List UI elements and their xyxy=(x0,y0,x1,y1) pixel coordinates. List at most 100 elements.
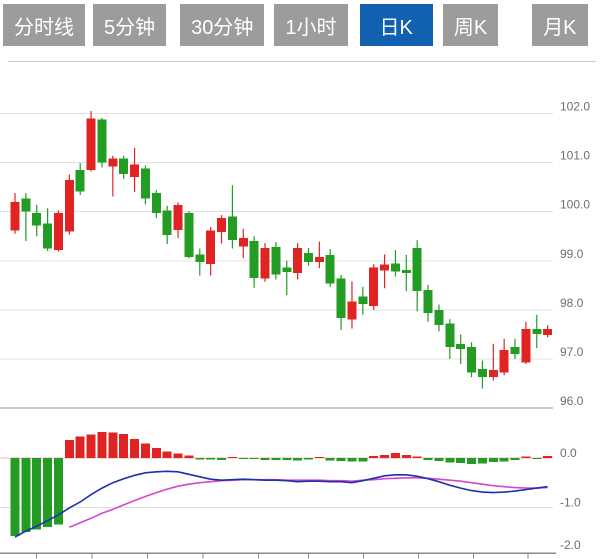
tab-daily-k[interactable]: 日K xyxy=(359,4,433,46)
tab-5min[interactable]: 5分钟 xyxy=(93,4,167,46)
candlestick xyxy=(282,267,292,273)
macd-histogram-bar xyxy=(184,455,194,458)
macd-histogram-bar xyxy=(314,456,324,458)
macd-axis-label: 0.0 xyxy=(560,446,577,460)
macd-histogram-bar xyxy=(380,455,390,458)
candlestick xyxy=(510,347,520,355)
macd-histogram-bar xyxy=(86,434,96,458)
macd-histogram-bar xyxy=(303,458,313,460)
macd-histogram-bar xyxy=(21,458,31,533)
candlestick xyxy=(64,179,74,232)
macd-histogram-bar xyxy=(510,458,520,460)
macd-histogram-bar xyxy=(53,458,63,525)
candlestick xyxy=(162,210,172,235)
macd-histogram-bar xyxy=(260,458,270,460)
macd-histogram-bar xyxy=(195,458,205,460)
candlestick xyxy=(108,158,118,167)
macd-histogram-bar xyxy=(140,443,150,458)
macd-histogram-bar xyxy=(173,453,183,458)
candlestick xyxy=(151,193,161,214)
macd-histogram-bar xyxy=(227,456,237,458)
macd-histogram-bar xyxy=(43,458,53,528)
macd-histogram-bar xyxy=(499,458,509,462)
macd-histogram-bar xyxy=(401,455,411,458)
candlestick xyxy=(43,223,53,249)
candlestick xyxy=(21,198,31,212)
macd-histogram-bar xyxy=(206,458,216,460)
macd-histogram-bar xyxy=(477,458,487,464)
candlestick xyxy=(445,323,455,348)
candlestick xyxy=(467,347,477,373)
tab-30min[interactable]: 30分钟 xyxy=(180,4,265,46)
candlestick xyxy=(521,329,531,363)
candlestick xyxy=(206,230,216,265)
macd-histogram-bar xyxy=(271,458,281,460)
candlestick xyxy=(217,218,227,232)
macd-histogram-bar xyxy=(282,458,292,460)
macd-histogram-bar xyxy=(521,456,531,458)
candlestick xyxy=(53,213,63,250)
macd-histogram-bar xyxy=(75,436,85,458)
macd-histogram-bar xyxy=(347,458,357,462)
macd-histogram-bar xyxy=(162,451,172,458)
candlestick xyxy=(238,238,248,247)
candlestick xyxy=(401,270,411,274)
candlestick xyxy=(488,369,498,378)
price-axis-label: 100.0 xyxy=(560,198,590,212)
candlestick xyxy=(249,241,259,278)
candlestick xyxy=(499,350,509,373)
candlestick xyxy=(130,164,140,177)
macd-histogram-bar xyxy=(119,433,129,458)
candlestick xyxy=(390,263,400,272)
price-axis-label: 101.0 xyxy=(560,149,590,163)
candlestick xyxy=(97,119,107,163)
candlestick xyxy=(140,168,150,199)
candlestick xyxy=(32,213,42,226)
candlestick xyxy=(303,252,313,262)
macd-axis-label: -2.0 xyxy=(560,538,581,552)
tab-monthly-k[interactable]: 月K xyxy=(532,4,588,46)
macd-histogram-bar xyxy=(32,458,42,530)
macd-histogram-bar xyxy=(293,458,303,461)
macd-histogram-bar xyxy=(336,458,346,461)
macd-histogram-bar xyxy=(249,458,259,460)
macd-histogram-bar xyxy=(488,458,498,462)
tab-weekly-k[interactable]: 周K xyxy=(442,4,499,46)
tab-1hour[interactable]: 1小时 xyxy=(274,4,348,46)
macd-histogram-bar xyxy=(434,458,444,461)
candlestick xyxy=(260,248,270,279)
tab-timeline[interactable]: 分时线 xyxy=(3,4,85,46)
candlestick xyxy=(532,329,542,334)
candlestick xyxy=(325,254,335,284)
candlestick xyxy=(314,256,324,262)
macd-histogram-bar xyxy=(412,456,422,458)
macd-histogram-bar xyxy=(532,458,542,460)
macd-histogram-bar xyxy=(130,439,140,458)
candlestick xyxy=(227,216,237,241)
candlestick xyxy=(358,296,368,305)
candlestick xyxy=(86,118,96,170)
macd-histogram-bar xyxy=(358,458,368,462)
price-axis-label: 98.0 xyxy=(560,296,584,310)
dea-line xyxy=(68,477,548,528)
candlestick xyxy=(456,343,466,350)
price-axis-label: 102.0 xyxy=(560,100,590,114)
price-axis-label: 97.0 xyxy=(560,345,584,359)
candlestick xyxy=(184,213,194,257)
macd-histogram-bar xyxy=(369,456,379,458)
macd-histogram-bar xyxy=(445,458,455,463)
macd-histogram-bar xyxy=(423,458,433,460)
candlestick xyxy=(119,158,129,174)
candlestick xyxy=(293,248,303,274)
candlestick xyxy=(412,248,422,292)
timeframe-tab-bar: 分时线 5分钟 30分钟 1小时 日K 周K 月K xyxy=(3,4,588,46)
price-axis-label: 96.0 xyxy=(560,394,584,408)
macd-histogram-bar xyxy=(64,440,74,458)
dif-line xyxy=(14,470,548,538)
macd-histogram-bar xyxy=(151,448,161,458)
candlestick xyxy=(336,278,346,319)
candlestick xyxy=(10,201,20,231)
candlestick xyxy=(347,301,357,320)
candlestick xyxy=(271,247,281,275)
